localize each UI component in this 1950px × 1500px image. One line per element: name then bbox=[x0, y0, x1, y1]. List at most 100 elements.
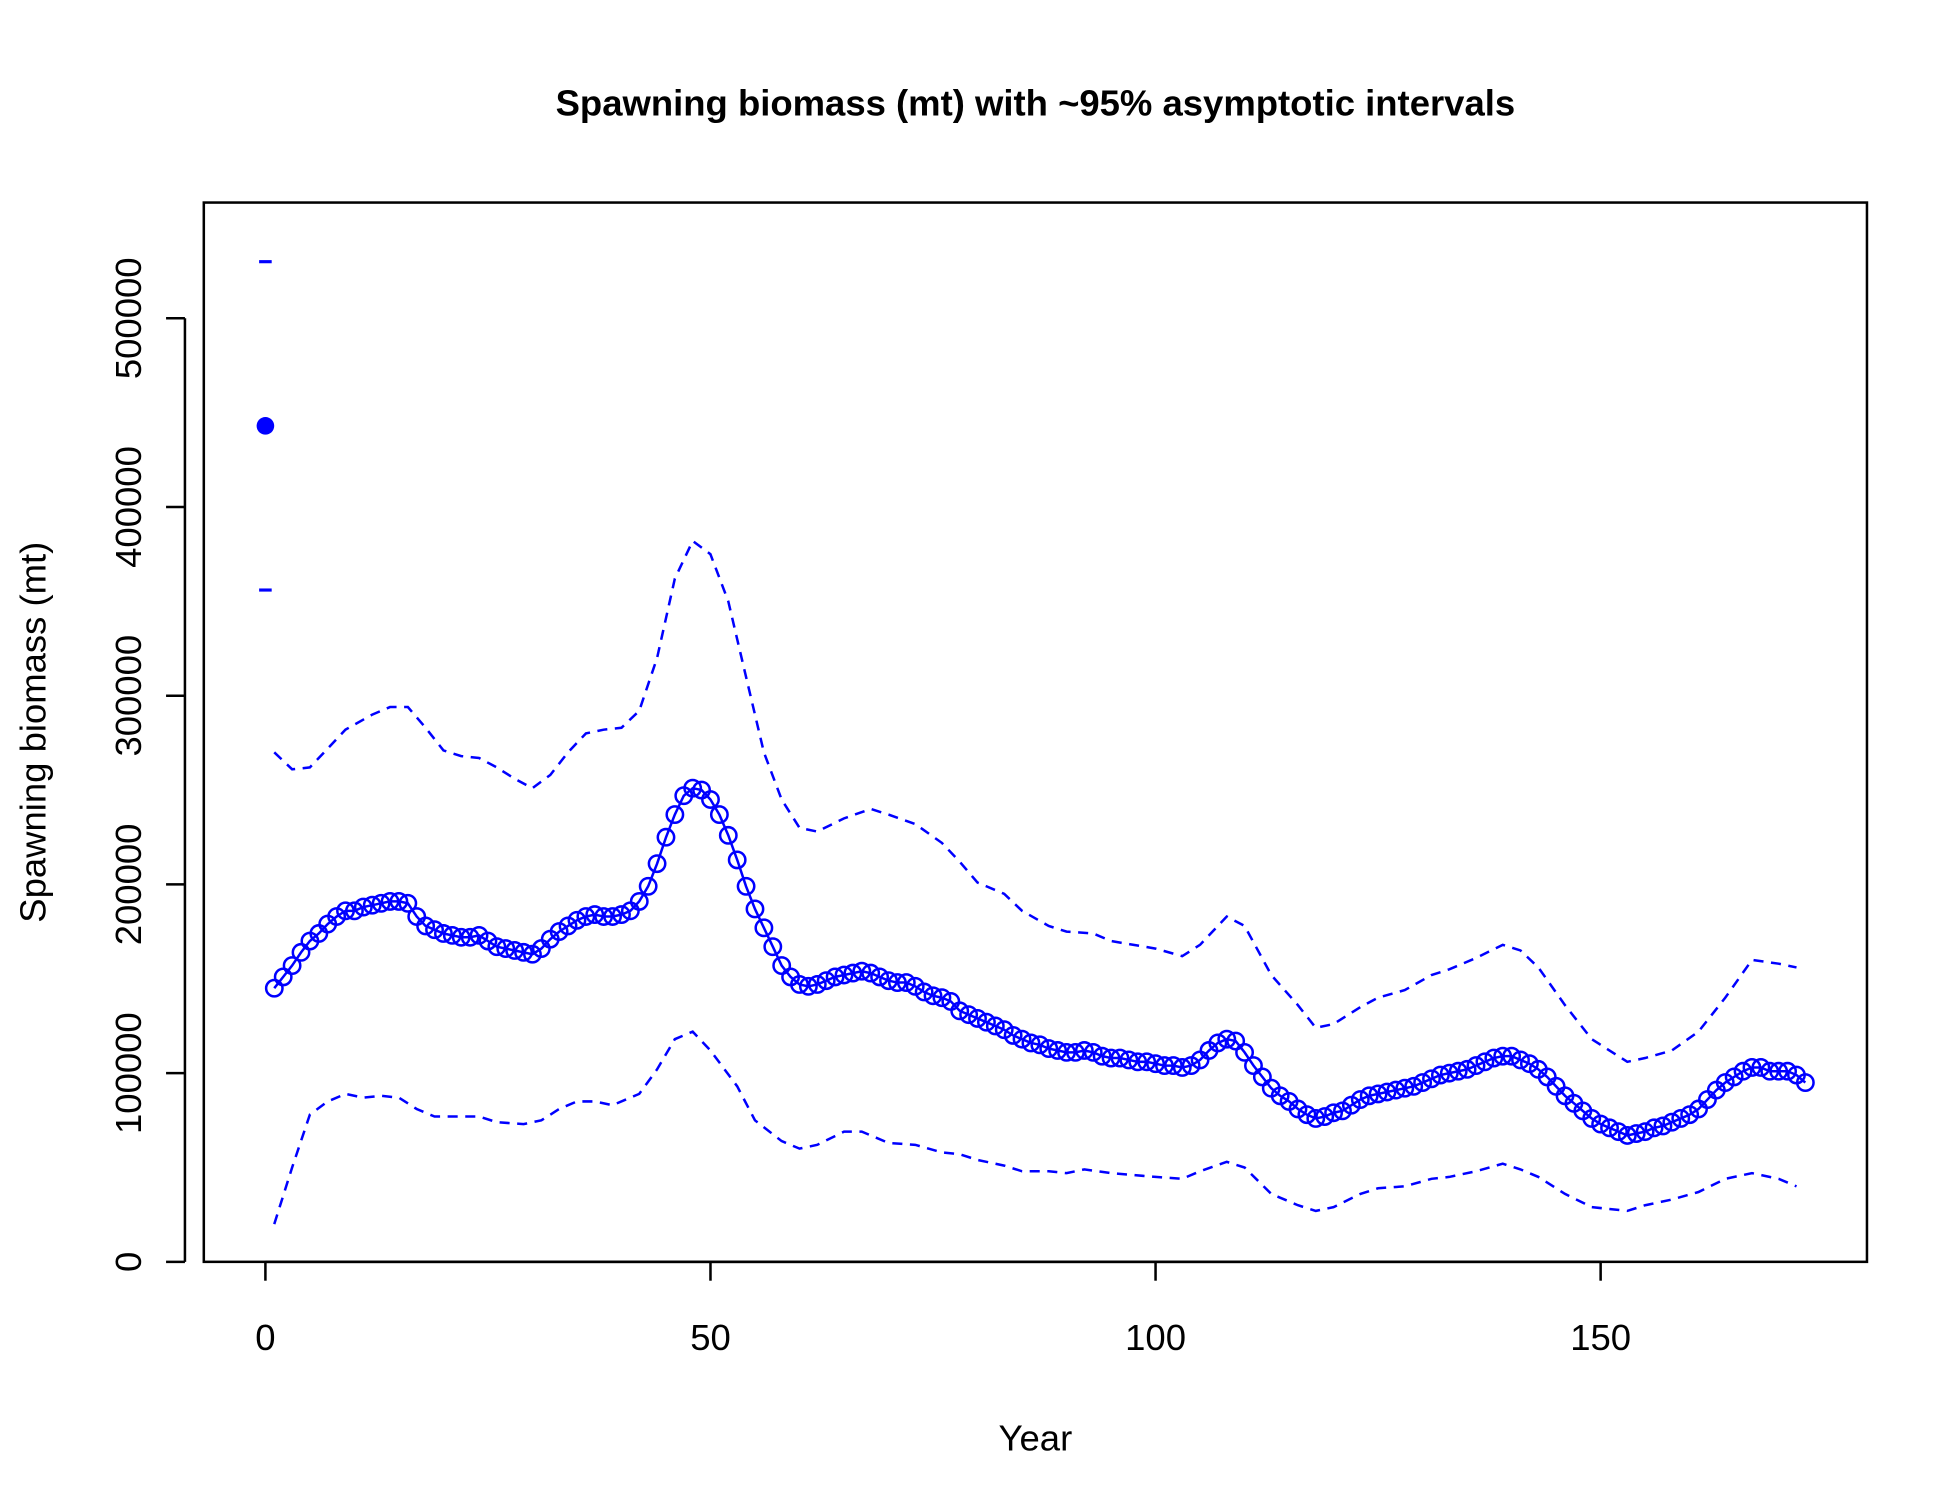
data-point bbox=[1795, 1073, 1815, 1093]
data-point bbox=[1591, 1114, 1611, 1134]
data-point bbox=[745, 899, 765, 919]
data-point bbox=[451, 927, 471, 947]
data-point bbox=[727, 850, 747, 870]
data-point bbox=[656, 827, 676, 847]
data-point bbox=[434, 924, 453, 943]
data-point bbox=[1386, 1080, 1406, 1100]
data-point bbox=[1475, 1052, 1495, 1072]
data-point bbox=[380, 891, 400, 911]
data-point bbox=[736, 876, 756, 896]
data-point bbox=[389, 891, 409, 911]
data-point bbox=[594, 907, 614, 926]
plot-box bbox=[202, 201, 1869, 1264]
data-point bbox=[371, 893, 391, 913]
data-point bbox=[264, 978, 284, 998]
data-point bbox=[843, 963, 863, 983]
data-point bbox=[1466, 1056, 1486, 1076]
x-axis-label: Year bbox=[999, 1418, 1073, 1459]
data-point bbox=[1751, 1058, 1771, 1077]
data-point bbox=[1146, 1054, 1165, 1074]
data-point bbox=[1297, 1105, 1317, 1125]
data-point bbox=[1422, 1069, 1441, 1089]
data-point bbox=[1021, 1033, 1041, 1053]
data-point bbox=[425, 920, 444, 940]
data-point bbox=[754, 918, 774, 938]
data-point bbox=[1644, 1118, 1664, 1138]
data-point bbox=[344, 901, 364, 921]
data-point bbox=[647, 854, 667, 874]
data-point bbox=[896, 973, 916, 992]
data-point bbox=[834, 965, 854, 985]
data-point bbox=[1048, 1041, 1068, 1060]
data-point bbox=[852, 961, 872, 981]
data-point bbox=[825, 967, 845, 987]
data-point bbox=[1430, 1065, 1450, 1085]
data-point bbox=[496, 939, 516, 959]
data-point bbox=[1119, 1050, 1139, 1070]
data-point bbox=[968, 1008, 987, 1028]
y-tick-label: 100000 bbox=[108, 1012, 149, 1134]
data-point bbox=[1448, 1061, 1468, 1081]
data-point bbox=[1493, 1046, 1513, 1066]
data-point bbox=[1128, 1052, 1148, 1072]
data-point bbox=[1039, 1039, 1059, 1059]
data-point bbox=[416, 916, 436, 936]
y-tick-label: 300000 bbox=[108, 635, 149, 757]
data-point bbox=[1742, 1058, 1762, 1077]
data-point bbox=[1252, 1067, 1272, 1087]
data-point bbox=[1217, 1029, 1237, 1049]
data-point bbox=[1502, 1046, 1522, 1066]
data-point bbox=[1163, 1056, 1183, 1076]
data-point bbox=[798, 976, 818, 996]
interval-line bbox=[273, 1030, 1798, 1225]
data-point bbox=[1092, 1046, 1112, 1066]
data-point bbox=[1066, 1042, 1085, 1062]
x-tick-label: 0 bbox=[255, 1317, 275, 1358]
data-point bbox=[914, 982, 934, 1002]
data-point bbox=[291, 942, 311, 962]
data-point bbox=[1511, 1050, 1530, 1070]
data-point bbox=[336, 901, 355, 921]
data-point bbox=[932, 988, 952, 1008]
data-point bbox=[612, 905, 631, 925]
data-point bbox=[1484, 1048, 1504, 1068]
data-point bbox=[585, 905, 605, 925]
data-point bbox=[1057, 1042, 1076, 1062]
data-point bbox=[709, 805, 729, 825]
data-point bbox=[576, 907, 596, 926]
data-point bbox=[1662, 1112, 1682, 1132]
data-point bbox=[923, 986, 943, 1006]
virgin-point bbox=[256, 417, 275, 435]
data-point bbox=[603, 907, 623, 926]
data-point bbox=[1101, 1048, 1121, 1068]
y-axis-label: Spawning biomass (mt) bbox=[12, 542, 53, 923]
data-point bbox=[1003, 1025, 1023, 1045]
y-tick-label: 200000 bbox=[108, 824, 149, 946]
data-point bbox=[718, 825, 738, 845]
data-point bbox=[1404, 1076, 1424, 1096]
data-point bbox=[362, 895, 382, 915]
data-point bbox=[683, 778, 703, 798]
data-point bbox=[1208, 1033, 1228, 1053]
data-point bbox=[1030, 1035, 1050, 1055]
data-point bbox=[1617, 1125, 1637, 1145]
data-point bbox=[763, 937, 783, 957]
data-point bbox=[1368, 1084, 1388, 1104]
data-point bbox=[514, 942, 533, 962]
data-point bbox=[1671, 1108, 1691, 1128]
data-point bbox=[1457, 1059, 1477, 1079]
data-point bbox=[1395, 1078, 1415, 1098]
data-point bbox=[1172, 1058, 1192, 1077]
data-point bbox=[879, 971, 898, 991]
data-point bbox=[1778, 1061, 1798, 1081]
data-point bbox=[460, 927, 480, 947]
chart-title: Spawning biomass (mt) with ~95% asymptot… bbox=[556, 83, 1516, 124]
data-point bbox=[638, 876, 658, 896]
data-point bbox=[976, 1012, 996, 1032]
data-point bbox=[1074, 1041, 1094, 1060]
data-point bbox=[870, 967, 890, 987]
data-point bbox=[665, 805, 685, 825]
data-point bbox=[1226, 1031, 1246, 1051]
data-point bbox=[985, 1016, 1005, 1036]
